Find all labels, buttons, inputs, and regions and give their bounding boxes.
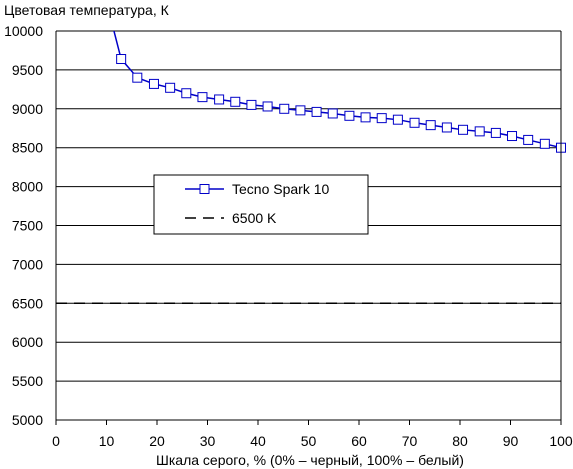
y-tick-label: 5500 bbox=[12, 373, 43, 389]
series-1-point bbox=[539, 138, 550, 149]
y-tick-label: 5000 bbox=[12, 412, 43, 428]
legend-label-series-1: Tecno Spark 10 bbox=[232, 181, 329, 197]
x-tick-label: 40 bbox=[250, 433, 266, 449]
series-layer bbox=[56, 31, 561, 305]
series-1-point bbox=[311, 106, 322, 117]
series-1-point bbox=[132, 72, 143, 83]
series-1-point bbox=[262, 101, 273, 112]
y-tick-label: 6500 bbox=[12, 295, 43, 311]
series-1-point bbox=[392, 114, 403, 125]
series-1-point bbox=[490, 127, 501, 138]
legend-box bbox=[153, 174, 369, 235]
x-tick-label: 50 bbox=[301, 433, 317, 449]
legend: Tecno Spark 10 6500 K bbox=[153, 174, 369, 235]
series-line-1 bbox=[113, 31, 561, 149]
series-1-point bbox=[523, 134, 534, 145]
series-1-point bbox=[295, 105, 306, 116]
y-tick-labels: 5000 5500 6000 6500 7000 7500 8000 8500 9000 9500… bbox=[4, 23, 43, 428]
series-1-point bbox=[474, 126, 485, 137]
series-1-point bbox=[148, 78, 159, 89]
series-1-point bbox=[165, 82, 176, 93]
series-1-point bbox=[458, 124, 469, 135]
x-tick-label: 80 bbox=[452, 433, 468, 449]
legend-marker-series-1 bbox=[199, 184, 210, 194]
marker-layer bbox=[116, 54, 566, 153]
x-tick-label: 60 bbox=[351, 433, 367, 449]
series-1-point bbox=[425, 120, 436, 131]
series-1-point bbox=[246, 99, 257, 110]
x-tick-label: 0 bbox=[52, 433, 60, 449]
y-tick-label: 8500 bbox=[12, 140, 43, 156]
series-1-point bbox=[214, 94, 225, 105]
series-1-point bbox=[230, 96, 241, 107]
series-1-point bbox=[181, 88, 192, 99]
series-1-point bbox=[441, 122, 452, 133]
y-tick-label: 9500 bbox=[12, 62, 43, 78]
y-tick-label: 10000 bbox=[4, 23, 43, 39]
x-tick-label: 30 bbox=[200, 433, 216, 449]
series-1-point bbox=[360, 112, 371, 123]
series-1-point bbox=[344, 110, 355, 121]
x-ticks bbox=[55, 420, 562, 425]
series-1-point bbox=[197, 92, 208, 103]
x-axis-title: Шкала серого, % (0% – черный, 100% – бел… bbox=[156, 452, 464, 468]
y-tick-label: 7000 bbox=[12, 256, 43, 272]
y-axis-title: Цветовая температура, К bbox=[4, 2, 170, 18]
x-tick-label: 100 bbox=[549, 433, 573, 449]
x-tick-labels: 0 10 20 30 40 50 60 70 80 90 100 bbox=[52, 433, 573, 449]
x-tick-label: 90 bbox=[503, 433, 519, 449]
series-1-point bbox=[116, 54, 127, 65]
x-tick-label: 70 bbox=[402, 433, 418, 449]
series-1-point bbox=[376, 113, 387, 124]
x-tick-label: 20 bbox=[149, 433, 165, 449]
series-1-point bbox=[507, 131, 518, 142]
y-tick-label: 8000 bbox=[12, 179, 43, 195]
series-1-point bbox=[279, 103, 290, 114]
x-tick-label: 10 bbox=[99, 433, 115, 449]
legend-label-series-2: 6500 K bbox=[232, 210, 277, 226]
y-tick-label: 6000 bbox=[12, 334, 43, 350]
y-tick-label: 9000 bbox=[12, 101, 43, 117]
y-tick-label: 7500 bbox=[12, 218, 43, 234]
series-1-point bbox=[327, 108, 338, 119]
series-1-point bbox=[409, 117, 420, 128]
